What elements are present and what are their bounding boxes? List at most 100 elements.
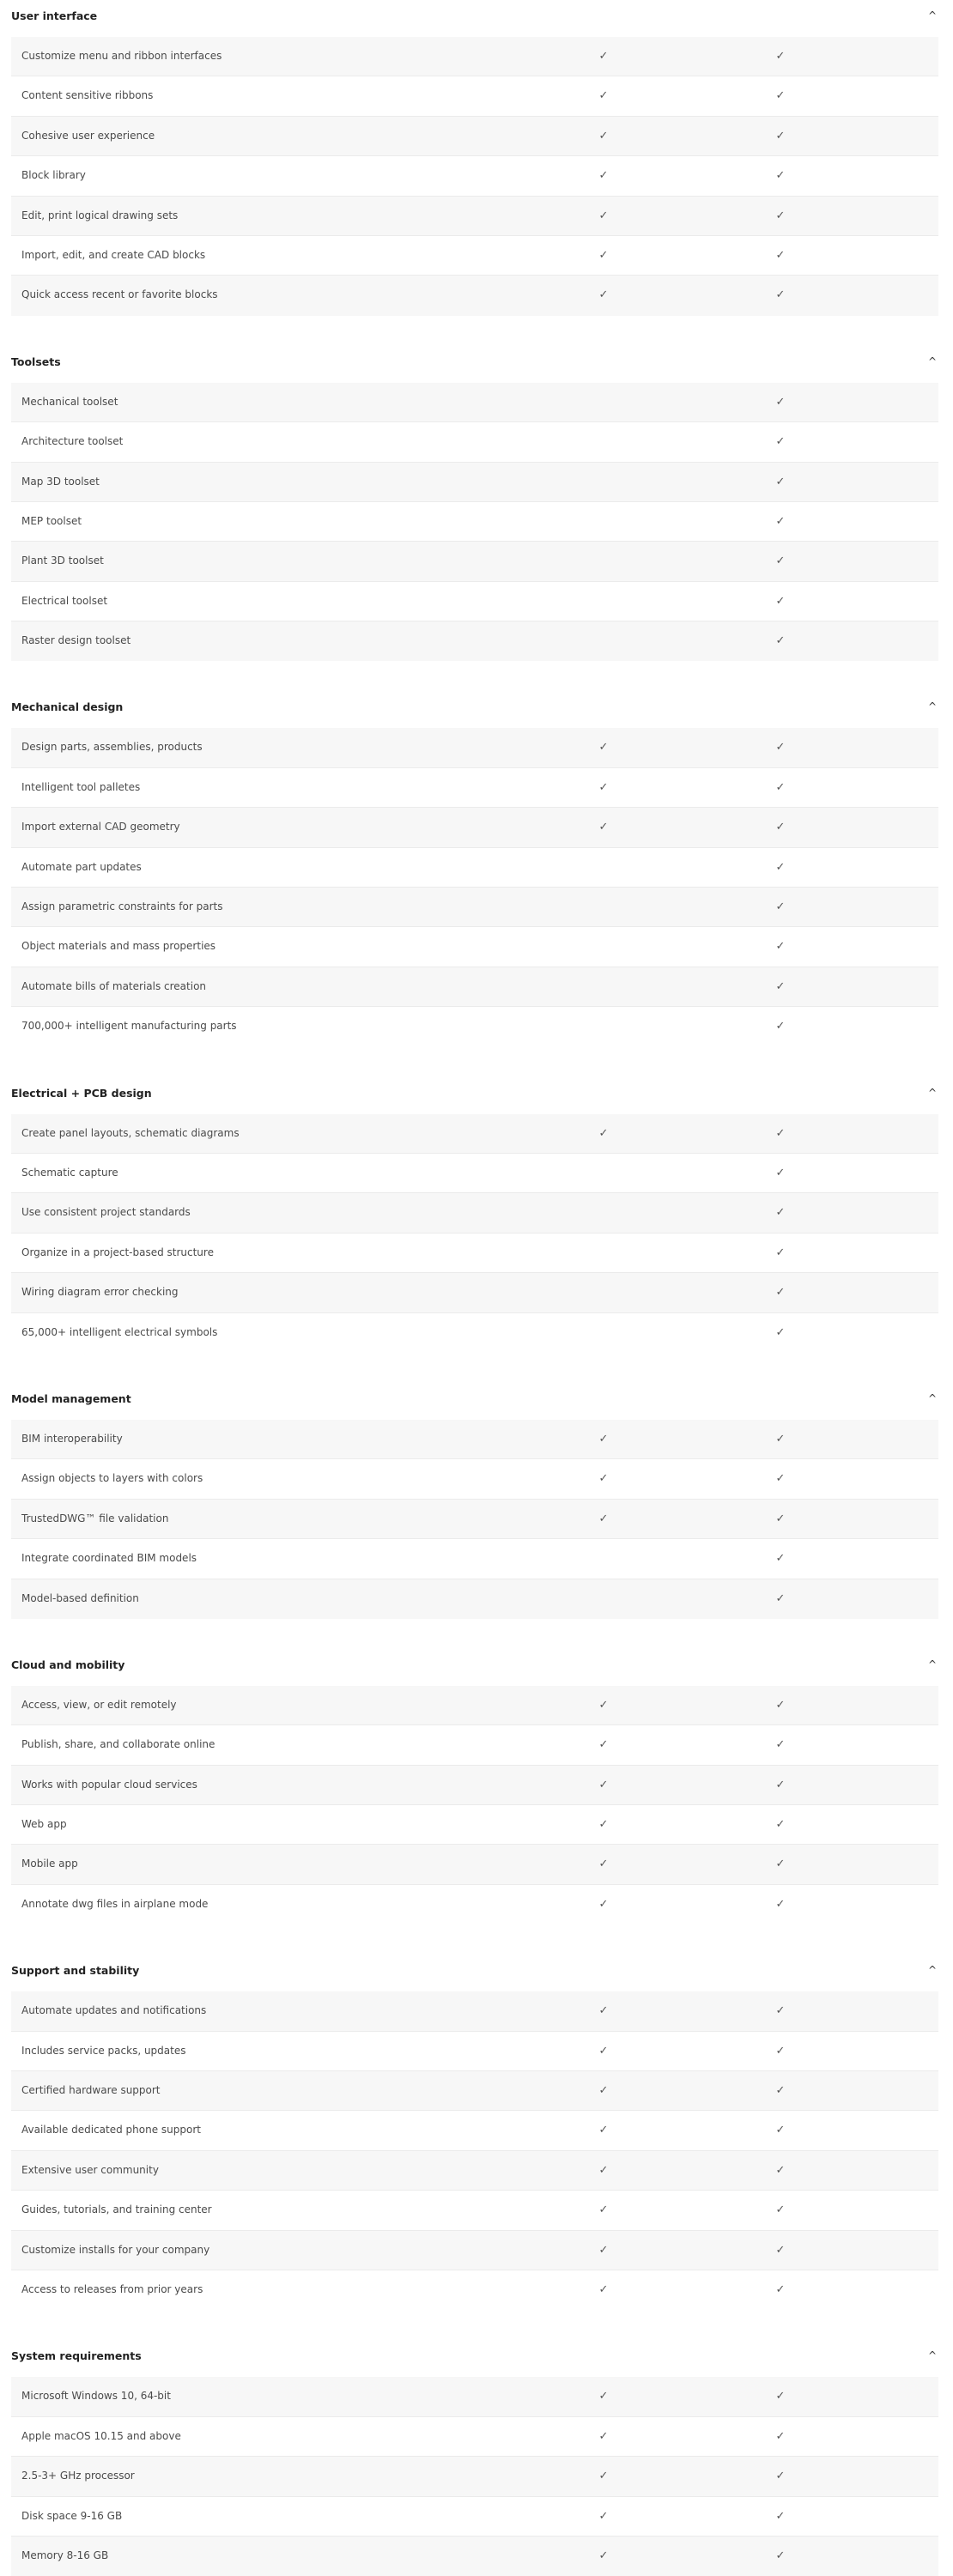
checkmark-icon: ✓ (775, 435, 786, 449)
feature-label: Assign parametric constraints for parts (21, 900, 223, 913)
checkmark-icon: ✓ (598, 2163, 609, 2177)
checkmark-icon: ✓ (775, 475, 786, 488)
feature-label: TrustedDWG™ file validation (21, 1512, 169, 1524)
table-row: Import external CAD geometry ✓ ✓ (11, 808, 938, 848)
checkmark-icon: ✓ (775, 1246, 786, 1259)
table-row: 65,000+ intelligent electrical symbols ✓ (11, 1312, 938, 1353)
section-header[interactable]: User interface ^ (11, 0, 938, 37)
chevron-up-icon[interactable]: ^ (927, 1391, 937, 1404)
feature-label: Publish, share, and collaborate online (21, 1738, 215, 1751)
table-row: Quick access recent or favorite blocks ✓ ✓ (11, 276, 938, 316)
chevron-up-icon[interactable]: ^ (927, 1964, 937, 1977)
checkmark-icon: ✓ (598, 2470, 609, 2483)
table-row: Microsoft Windows 10, 64-bit ✓ ✓ (11, 2377, 938, 2417)
section-header[interactable]: Electrical + PCB design ^ (11, 1077, 938, 1114)
table-row: BIM interoperability ✓ ✓ (11, 1419, 938, 1460)
feature-label: Edit, print logical drawing sets (21, 209, 179, 221)
feature-label: Includes service packs, updates (21, 2044, 186, 2057)
checkmark-icon: ✓ (775, 2390, 786, 2403)
checkmark-icon: ✓ (598, 2390, 609, 2403)
checkmark-icon: ✓ (598, 248, 609, 262)
feature-section: Support and stability ^ Automate updates a… (11, 1955, 938, 2311)
section-title: User interface (11, 9, 98, 22)
checkmark-icon: ✓ (775, 1432, 786, 1446)
checkmark-icon: ✓ (775, 209, 786, 222)
checkmark-icon: ✓ (598, 2124, 609, 2137)
section-title: Mechanical design (11, 700, 124, 714)
table-row: 2.5-3+ GHz processor ✓ ✓ (11, 2457, 938, 2497)
checkmark-icon: ✓ (775, 89, 786, 103)
feature-label: Intelligent tool palletes (21, 780, 141, 793)
checkmark-icon: ✓ (598, 1897, 609, 1911)
feature-label: Architecture toolset (21, 435, 124, 448)
checkmark-icon: ✓ (775, 1698, 786, 1712)
table-row: Cohesive user experience ✓ ✓ (11, 116, 938, 157)
chevron-up-icon[interactable]: ^ (927, 355, 937, 367)
feature-label: Use consistent project standards (21, 1206, 191, 1219)
section-header[interactable]: Mechanical design ^ (11, 691, 938, 728)
checkmark-icon: ✓ (598, 2429, 609, 2443)
checkmark-icon: ✓ (598, 2549, 609, 2562)
checkmark-icon: ✓ (598, 1858, 609, 1871)
table-row: Customize installs for your company ✓ ✓ (11, 2230, 938, 2270)
checkmark-icon: ✓ (775, 2163, 786, 2177)
checkmark-icon: ✓ (775, 2004, 786, 2018)
feature-label: Quick access recent or favorite blocks (21, 288, 218, 301)
checkmark-icon: ✓ (598, 2084, 609, 2098)
table-row: Memory 8-16 GB ✓ ✓ (11, 2536, 938, 2576)
feature-label: Microsoft Windows 10, 64-bit (21, 2390, 171, 2403)
chevron-up-icon[interactable]: ^ (927, 2349, 937, 2362)
checkmark-icon: ✓ (775, 1591, 786, 1605)
checkmark-icon: ✓ (775, 555, 786, 568)
checkmark-icon: ✓ (598, 821, 609, 834)
checkmark-icon: ✓ (598, 2044, 609, 2058)
feature-label: Guides, tutorials, and training center (21, 2203, 212, 2216)
feature-label: Cohesive user experience (21, 129, 155, 142)
section-header[interactable]: System requirements ^ (11, 2340, 938, 2377)
table-row: Includes service packs, updates ✓ ✓ (11, 2031, 938, 2072)
feature-label: Design parts, assemblies, products (21, 741, 203, 754)
feature-label: Mechanical toolset (21, 395, 118, 408)
table-row: Block library ✓ ✓ (11, 156, 938, 197)
table-row: Web app ✓ ✓ (11, 1805, 938, 1846)
checkmark-icon: ✓ (775, 900, 786, 914)
table-row: Publish, share, and collaborate online ✓ ✓ (11, 1725, 938, 1766)
chevron-up-icon[interactable]: ^ (927, 700, 937, 713)
checkmark-icon: ✓ (598, 169, 609, 183)
chevron-up-icon[interactable]: ^ (927, 1658, 937, 1670)
checkmark-icon: ✓ (775, 2470, 786, 2483)
section-header[interactable]: Support and stability ^ (11, 1955, 938, 1991)
section-header[interactable]: Cloud and mobility ^ (11, 1649, 938, 1686)
feature-label: Content sensitive ribbons (21, 89, 154, 102)
section-header[interactable]: Model management ^ (11, 1383, 938, 1420)
feature-section: Electrical + PCB design ^ Create panel lay… (11, 1077, 938, 1353)
checkmark-icon: ✓ (775, 1738, 786, 1752)
feature-table: Design parts, assemblies, products ✓ ✓ Inte… (11, 728, 938, 1047)
table-row: 700,000+ intelligent manufacturing parts… (11, 1007, 938, 1047)
checkmark-icon: ✓ (775, 169, 786, 183)
table-row: Assign parametric constraints for parts ✓ (11, 888, 938, 928)
table-row: Raster design toolset ✓ (11, 621, 938, 662)
table-row: Mobile app ✓ ✓ (11, 1845, 938, 1885)
checkmark-icon: ✓ (775, 129, 786, 142)
feature-label: Annotate dwg files in airplane mode (21, 1897, 209, 1910)
checkmark-icon: ✓ (775, 2429, 786, 2443)
checkmark-icon: ✓ (775, 940, 786, 954)
chevron-up-icon[interactable]: ^ (927, 1086, 937, 1099)
chevron-up-icon[interactable]: ^ (927, 9, 937, 21)
table-row: Import, edit, and create CAD blocks ✓ ✓ (11, 235, 938, 276)
table-row: MEP toolset ✓ (11, 501, 938, 542)
checkmark-icon: ✓ (598, 1472, 609, 1486)
table-row: Automate bills of materials creation ✓ (11, 967, 938, 1008)
section-header[interactable]: Toolsets ^ (11, 346, 938, 383)
section-title: Toolsets (11, 355, 61, 368)
checkmark-icon: ✓ (775, 2203, 786, 2217)
table-row: TrustedDWG™ file validation ✓ ✓ (11, 1499, 938, 1540)
section-title: Cloud and mobility (11, 1658, 125, 1671)
feature-label: 700,000+ intelligent manufacturing parts (21, 1020, 237, 1033)
feature-label: Map 3D toolset (21, 475, 100, 488)
checkmark-icon: ✓ (775, 741, 786, 755)
checkmark-icon: ✓ (775, 780, 786, 794)
feature-label: Customize menu and ribbon interfaces (21, 50, 222, 62)
